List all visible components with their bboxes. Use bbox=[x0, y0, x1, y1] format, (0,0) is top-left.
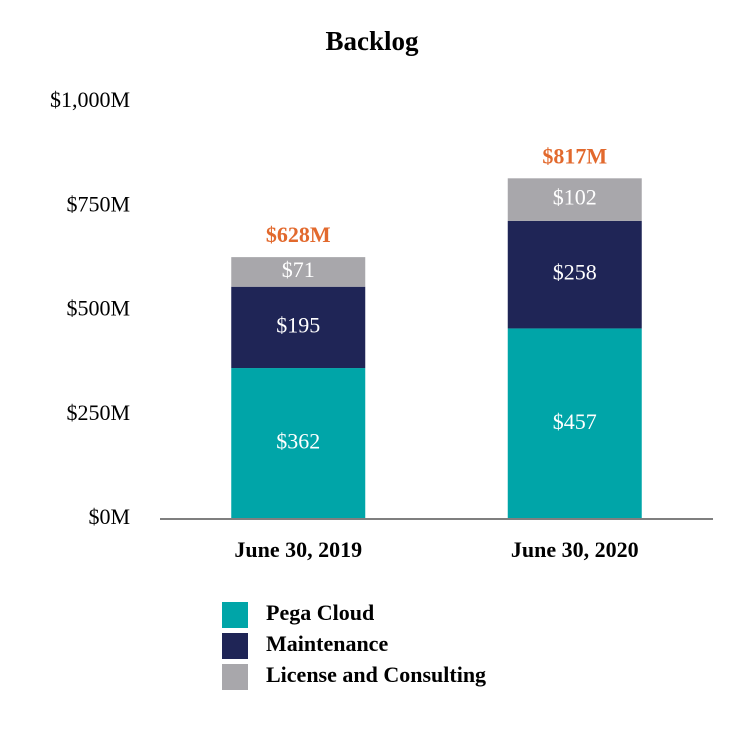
value-label: $362 bbox=[276, 429, 320, 454]
value-label: $258 bbox=[553, 260, 597, 285]
legend-label: License and Consulting bbox=[266, 662, 486, 687]
bar-segment bbox=[231, 257, 366, 287]
legend-label: Maintenance bbox=[266, 631, 388, 656]
total-label: $628M bbox=[266, 222, 331, 247]
legend-swatch bbox=[222, 602, 248, 628]
x-tick-label: June 30, 2020 bbox=[511, 537, 639, 562]
y-tick-label: $500M bbox=[66, 296, 130, 321]
legend-label: Pega Cloud bbox=[266, 600, 374, 625]
bar-segment bbox=[507, 328, 642, 519]
x-tick-label: June 30, 2019 bbox=[234, 537, 362, 562]
total-label: $817M bbox=[542, 143, 607, 168]
y-tick-label: $1,000M bbox=[50, 87, 130, 112]
bar-segment bbox=[507, 178, 642, 221]
legend-swatch bbox=[222, 664, 248, 690]
legend-swatch bbox=[222, 633, 248, 659]
chart-title: Backlog bbox=[325, 26, 419, 56]
value-label: $195 bbox=[276, 312, 320, 337]
y-tick-label: $750M bbox=[66, 191, 130, 216]
value-label: $71 bbox=[282, 257, 315, 282]
bar-segment bbox=[231, 286, 366, 369]
value-label: $457 bbox=[553, 409, 597, 434]
y-tick-label: $0M bbox=[88, 504, 130, 529]
value-label: $102 bbox=[553, 185, 597, 210]
bar-segment bbox=[507, 220, 642, 329]
bar-segment bbox=[231, 368, 366, 519]
y-tick-label: $250M bbox=[66, 400, 130, 425]
